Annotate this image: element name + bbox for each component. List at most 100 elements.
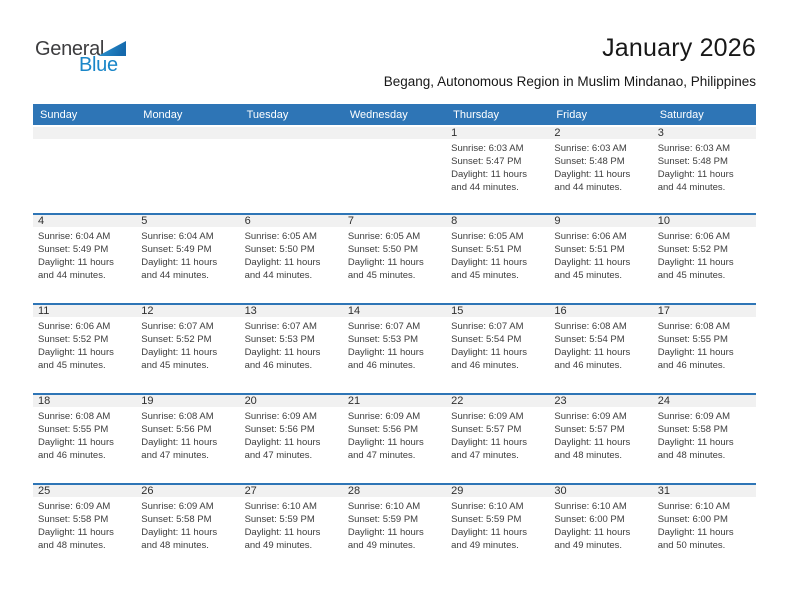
- daylight-text: Daylight: 11 hours and 46 minutes.: [244, 347, 321, 371]
- week-row: 11 12 13 14 15 16 17 Sunrise: 6:06 AM Sunset: 5:…: [33, 303, 756, 393]
- daylight-text: Daylight: 11 hours and 47 minutes.: [347, 437, 424, 461]
- day-cell: Sunrise: 6:05 AM Sunset: 5:50 PM Daylight:…: [240, 227, 343, 282]
- day-number: [136, 127, 239, 139]
- sunrise-text: Sunrise: 6:09 AM: [554, 411, 627, 422]
- day-cell: Sunrise: 6:08 AM Sunset: 5:55 PM Daylight:…: [33, 407, 136, 462]
- sunset-text: Sunset: 5:48 PM: [657, 156, 728, 167]
- day-number: 30: [554, 485, 567, 497]
- daylight-text: Daylight: 11 hours and 46 minutes.: [347, 347, 424, 371]
- sunset-text: Sunset: 5:59 PM: [244, 514, 315, 525]
- day-cell: Sunrise: 6:07 AM Sunset: 5:54 PM Daylight:…: [446, 317, 549, 372]
- daylight-text: Daylight: 11 hours and 47 minutes.: [244, 437, 321, 461]
- daylight-text: Daylight: 11 hours and 48 minutes.: [554, 437, 631, 461]
- daylight-text: Daylight: 11 hours and 44 minutes.: [451, 169, 528, 193]
- day-number-band: 25 26 27 28 29 30 31: [33, 485, 756, 497]
- weekday-header-wednesday: Wednesday: [349, 108, 408, 121]
- logo-word-blue: Blue: [79, 54, 118, 76]
- sunset-text: Sunset: 5:53 PM: [347, 334, 419, 345]
- day-cell: Sunrise: 6:07 AM Sunset: 5:53 PM Daylight:…: [343, 317, 446, 372]
- day-number: 7: [347, 215, 354, 227]
- daylight-text: Daylight: 11 hours and 46 minutes.: [657, 347, 734, 371]
- day-number: 29: [451, 485, 464, 497]
- day-number: 6: [244, 215, 251, 227]
- day-number-band: 4 5 6 7 8 9 10: [33, 215, 756, 227]
- day-cell: Sunrise: 6:07 AM Sunset: 5:52 PM Daylight:…: [136, 317, 239, 372]
- day-number: 14: [347, 305, 361, 317]
- week-row: 25 26 27 28 29 30 31 Sunrise: 6:09 AM Sunset: 5:…: [33, 483, 756, 573]
- sunrise-text: Sunrise: 6:07 AM: [244, 321, 317, 332]
- daylight-text: Daylight: 11 hours and 46 minutes.: [451, 347, 528, 371]
- sunset-text: Sunset: 5:52 PM: [38, 334, 109, 345]
- day-cell: Sunrise: 6:10 AM Sunset: 5:59 PM Daylight:…: [446, 497, 549, 552]
- daylight-text: Daylight: 11 hours and 46 minutes.: [38, 437, 114, 461]
- day-cell: Sunrise: 6:04 AM Sunset: 5:49 PM Daylight:…: [136, 227, 239, 282]
- sunset-text: Sunset: 5:58 PM: [141, 514, 212, 525]
- sunrise-text: Sunrise: 6:07 AM: [347, 321, 421, 332]
- sunset-text: Sunset: 5:51 PM: [554, 244, 625, 255]
- daylight-text: Daylight: 11 hours and 46 minutes.: [554, 347, 631, 371]
- sunset-text: Sunset: 5:50 PM: [347, 244, 419, 255]
- day-number: 16: [554, 305, 567, 317]
- sunset-text: Sunset: 5:55 PM: [38, 424, 109, 435]
- sunset-text: Sunset: 5:56 PM: [244, 424, 315, 435]
- day-cell: Sunrise: 6:06 AM Sunset: 5:51 PM Daylight:…: [549, 227, 652, 282]
- weekday-header-thursday: Thursday: [453, 108, 499, 121]
- day-number: 22: [451, 395, 464, 407]
- day-number: 11: [38, 305, 50, 317]
- day-details-row: Sunrise: 6:04 AM Sunset: 5:49 PM Daylight:…: [33, 227, 756, 282]
- sunset-text: Sunset: 5:56 PM: [141, 424, 212, 435]
- sunset-text: Sunset: 5:55 PM: [657, 334, 728, 345]
- page-subtitle: Begang, Autonomous Region in Muslim Mind…: [383, 74, 756, 89]
- weekday-header-row: Sunday Monday Tuesday Wednesday Thursday…: [33, 104, 756, 125]
- day-details-row: Sunrise: 6:03 AM Sunset: 5:47 PM Daylight:…: [33, 139, 756, 194]
- day-number: [240, 127, 343, 139]
- sunrise-text: Sunrise: 6:07 AM: [141, 321, 214, 332]
- daylight-text: Daylight: 11 hours and 45 minutes.: [141, 347, 218, 371]
- day-cell: [240, 139, 343, 194]
- daylight-text: Daylight: 11 hours and 45 minutes.: [657, 257, 734, 281]
- title-block: January 2026 Begang, Autonomous Region i…: [384, 34, 756, 89]
- sunset-text: Sunset: 5:59 PM: [451, 514, 522, 525]
- day-number: 26: [141, 485, 154, 497]
- day-number-band: 18 19 20 21 22 23 24: [33, 395, 756, 407]
- sunset-text: Sunset: 5:48 PM: [554, 156, 625, 167]
- week-row: 4 5 6 7 8 9 10 Sunrise: 6:04 AM Sunset: 5:49 PM D…: [33, 213, 756, 303]
- sunset-text: Sunset: 5:50 PM: [244, 244, 315, 255]
- day-number: 18: [38, 395, 51, 407]
- day-number-band: 11 12 13 14 15 16 17: [33, 305, 756, 317]
- sunrise-text: Sunrise: 6:06 AM: [38, 321, 111, 332]
- sunrise-text: Sunrise: 6:05 AM: [451, 231, 524, 242]
- sunrise-text: Sunrise: 6:08 AM: [554, 321, 627, 332]
- sunrise-text: Sunrise: 6:08 AM: [141, 411, 214, 422]
- sunrise-text: Sunrise: 6:09 AM: [451, 411, 524, 422]
- sunrise-text: Sunrise: 6:06 AM: [554, 231, 627, 242]
- day-number-band: 1 2 3: [33, 127, 756, 139]
- sunset-text: Sunset: 5:54 PM: [451, 334, 522, 345]
- day-number: 9: [554, 215, 561, 227]
- sunrise-text: Sunrise: 6:06 AM: [657, 231, 731, 242]
- sunrise-text: Sunrise: 6:10 AM: [451, 501, 524, 512]
- sunset-text: Sunset: 5:49 PM: [141, 244, 212, 255]
- daylight-text: Daylight: 11 hours and 44 minutes.: [141, 257, 218, 281]
- sunset-text: Sunset: 5:52 PM: [141, 334, 212, 345]
- sunset-text: Sunset: 5:54 PM: [554, 334, 625, 345]
- day-number: 25: [38, 485, 51, 497]
- day-cell: Sunrise: 6:10 AM Sunset: 6:00 PM Daylight:…: [549, 497, 652, 552]
- day-number: 1: [451, 127, 458, 139]
- sunrise-text: Sunrise: 6:09 AM: [347, 411, 421, 422]
- day-details-row: Sunrise: 6:08 AM Sunset: 5:55 PM Daylight:…: [33, 407, 756, 462]
- sunset-text: Sunset: 5:51 PM: [451, 244, 522, 255]
- sunrise-text: Sunrise: 6:10 AM: [244, 501, 317, 512]
- day-cell: Sunrise: 6:06 AM Sunset: 5:52 PM Daylight:…: [33, 317, 136, 372]
- sunset-text: Sunset: 5:49 PM: [38, 244, 109, 255]
- sunset-text: Sunset: 6:00 PM: [554, 514, 625, 525]
- day-cell: Sunrise: 6:05 AM Sunset: 5:50 PM Daylight:…: [343, 227, 446, 282]
- daylight-text: Daylight: 11 hours and 45 minutes.: [554, 257, 631, 281]
- day-cell: Sunrise: 6:09 AM Sunset: 5:58 PM Daylight:…: [33, 497, 136, 552]
- day-cell: Sunrise: 6:06 AM Sunset: 5:52 PM Daylight:…: [653, 227, 756, 282]
- daylight-text: Daylight: 11 hours and 44 minutes.: [244, 257, 321, 281]
- sunrise-text: Sunrise: 6:05 AM: [244, 231, 317, 242]
- daylight-text: Daylight: 11 hours and 45 minutes.: [347, 257, 424, 281]
- daylight-text: Daylight: 11 hours and 44 minutes.: [554, 169, 631, 193]
